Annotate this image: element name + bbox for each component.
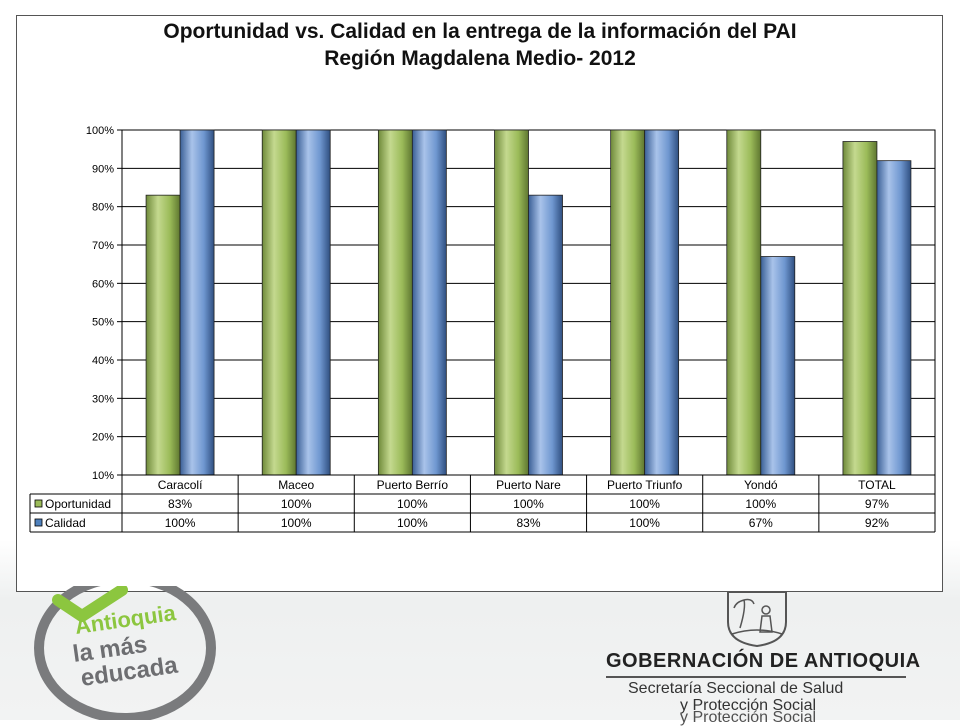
data-label-oportunidad: 100% bbox=[745, 497, 776, 511]
bar-oportunidad bbox=[494, 129, 529, 476]
chart-subtitle: Región Magdalena Medio- 2012 bbox=[324, 47, 636, 70]
y-tick-label: 80% bbox=[92, 202, 114, 214]
y-tick-label: 90% bbox=[92, 163, 114, 175]
x-category-label: TOTAL bbox=[858, 478, 896, 492]
y-tick-label: 40% bbox=[92, 355, 114, 367]
bar-calidad bbox=[295, 129, 331, 476]
legend-label-oportunidad: Oportunidad bbox=[45, 497, 111, 511]
bar-calidad bbox=[644, 129, 680, 476]
legend-key-calidad bbox=[34, 518, 43, 527]
x-category-label: Maceo bbox=[278, 478, 314, 492]
bar-oportunidad bbox=[377, 129, 413, 476]
bar-calidad bbox=[528, 194, 563, 476]
data-label-oportunidad: 100% bbox=[397, 497, 428, 511]
bar-oportunidad bbox=[261, 129, 297, 476]
bar-calidad bbox=[760, 256, 796, 476]
chart-title: Oportunidad vs. Calidad en la entrega de… bbox=[163, 20, 797, 43]
divider bbox=[606, 676, 906, 678]
legend-key-oportunidad bbox=[34, 499, 43, 508]
data-label-calidad: 67% bbox=[749, 516, 773, 530]
data-label-calidad: 100% bbox=[629, 516, 660, 530]
legend-label-calidad: Calidad bbox=[45, 516, 86, 530]
secretariat-line-1: Secretaría Seccional de Salud bbox=[628, 680, 844, 697]
data-label-oportunidad: 83% bbox=[168, 497, 192, 511]
data-label-calidad: 100% bbox=[397, 516, 428, 530]
bar-oportunidad bbox=[145, 194, 181, 476]
x-category-label: Puerto Triunfo bbox=[607, 478, 683, 492]
bar-calidad bbox=[876, 160, 912, 476]
data-label-oportunidad: 100% bbox=[513, 497, 544, 511]
data-label-oportunidad: 100% bbox=[629, 497, 660, 511]
y-tick-label: 70% bbox=[92, 240, 114, 252]
x-category-label: Puerto Berrío bbox=[377, 478, 449, 492]
coat-of-arms-icon bbox=[727, 591, 787, 648]
data-label-oportunidad: 100% bbox=[281, 497, 312, 511]
secretariat-line-2-repeat: y Protección Social bbox=[680, 709, 817, 726]
y-tick-label: 60% bbox=[92, 278, 114, 290]
y-tick-label: 10% bbox=[92, 470, 114, 482]
bar-oportunidad bbox=[842, 141, 878, 476]
government-name: GOBERNACIÓN DE ANTIOQUIA bbox=[606, 650, 921, 672]
data-label-calidad: 83% bbox=[516, 516, 540, 530]
y-tick-label: 100% bbox=[86, 125, 114, 137]
y-tick-label: 20% bbox=[92, 432, 114, 444]
data-label-calidad: 100% bbox=[165, 516, 196, 530]
data-label-oportunidad: 97% bbox=[865, 497, 889, 511]
antioquia-educada-logo: Antioquia la más educada bbox=[34, 586, 216, 720]
data-label-calidad: 92% bbox=[865, 516, 889, 530]
x-category-label: Yondó bbox=[744, 478, 778, 492]
bar-oportunidad bbox=[610, 129, 646, 476]
secretariat-line-2: y Protección Social bbox=[680, 697, 817, 714]
data-label-calidad: 100% bbox=[281, 516, 312, 530]
x-category-label: Puerto Nare bbox=[496, 478, 561, 492]
x-category-label: Caracolí bbox=[158, 478, 203, 492]
bar-oportunidad bbox=[726, 129, 762, 476]
bar-chart: 10% 20% 30% 40% 50% 60% 70% 80% 90% 100% Caracolí… bbox=[29, 125, 936, 533]
bar-calidad bbox=[411, 129, 447, 476]
y-tick-label: 50% bbox=[92, 317, 114, 329]
bar-calidad bbox=[179, 129, 215, 476]
y-tick-label: 30% bbox=[92, 393, 114, 405]
